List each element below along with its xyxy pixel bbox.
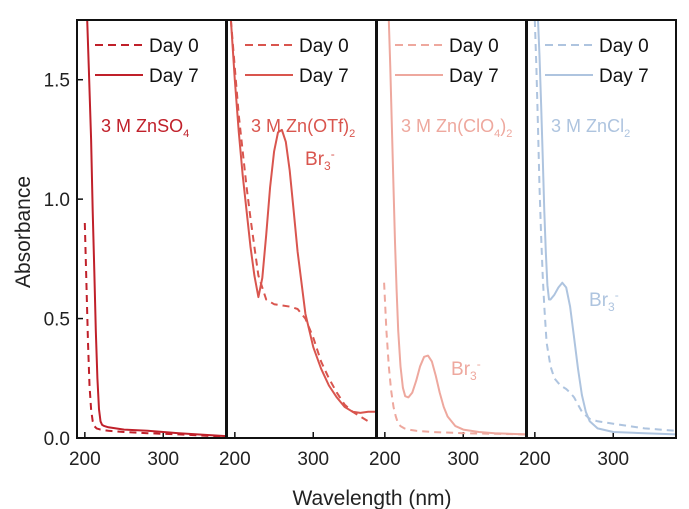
series-line-day-0: [533, 20, 676, 432]
series-line-day-7: [537, 20, 676, 436]
series-line-day-0: [383, 282, 526, 436]
x-tick-label: 300: [147, 449, 179, 470]
legend-label: Day 7: [449, 66, 499, 87]
x-tick-label: 200: [219, 449, 251, 470]
legend-label: Day 7: [599, 66, 649, 87]
panel-title: 3 M Zn(OTf)2: [251, 116, 355, 140]
panel-2: 200 300 Day 0 Day 7 3 M Zn(OTf)2 Br3-: [219, 19, 377, 470]
x-tick-label: 300: [447, 449, 479, 470]
panel-3: 200 300 Day 0 Day 7 3 M Zn(ClO4)2 Br3-: [369, 19, 527, 470]
legend-label: Day 0: [599, 36, 649, 57]
panel-frame: [526, 19, 677, 439]
legend-label: Day 7: [299, 66, 349, 87]
legend-label: Day 0: [299, 36, 349, 57]
x-tick-label: 200: [69, 449, 101, 470]
series-line-day-7: [387, 20, 526, 436]
series-group: [383, 20, 526, 436]
x-tick-label: 200: [519, 449, 551, 470]
panel-4: 200 300 Day 0 Day 7 3 M ZnCl2 Br3-: [519, 19, 677, 470]
series-group: [533, 20, 676, 436]
legend-label: Day 7: [149, 66, 199, 87]
panels-group: 0.0 0.5 1.0 1.5 200 300 Day 0 Day 7 3 M ZnSO4 200…: [44, 19, 677, 470]
series-line-day-7: [86, 20, 226, 438]
legend-label: Day 0: [449, 36, 499, 57]
panel-title: 3 M ZnCl2: [551, 116, 630, 140]
panel-title: 3 M Zn(ClO4)2: [401, 116, 512, 140]
series-group: [229, 20, 376, 423]
panel-1: 0.0 0.5 1.0 1.5 200 300 Day 0 Day 7 3 M ZnSO4: [44, 19, 227, 470]
annotation-br3: Br3-: [305, 147, 335, 173]
x-tick-label: 300: [597, 449, 629, 470]
series-line-day-0: [229, 20, 369, 423]
y-tick-label: 0.5: [44, 310, 70, 331]
x-tick-label: 300: [297, 449, 329, 470]
panel-title: 3 M ZnSO4: [101, 116, 189, 140]
series-line-day-0: [83, 222, 226, 438]
y-axis-label: Absorbance: [12, 176, 35, 288]
series-group: [83, 20, 226, 438]
y-tick-label: 1.5: [44, 71, 70, 92]
x-axis-label: Wavelength (nm): [292, 487, 451, 509]
annotation-br3: Br3-: [451, 357, 481, 383]
y-tick-label: 1.0: [44, 190, 70, 211]
legend-label: Day 0: [149, 36, 199, 57]
series-line-day-7: [229, 20, 376, 414]
annotation-br3: Br3-: [589, 288, 619, 314]
y-tick-label: 0.0: [44, 429, 70, 450]
x-tick-label: 200: [369, 449, 401, 470]
